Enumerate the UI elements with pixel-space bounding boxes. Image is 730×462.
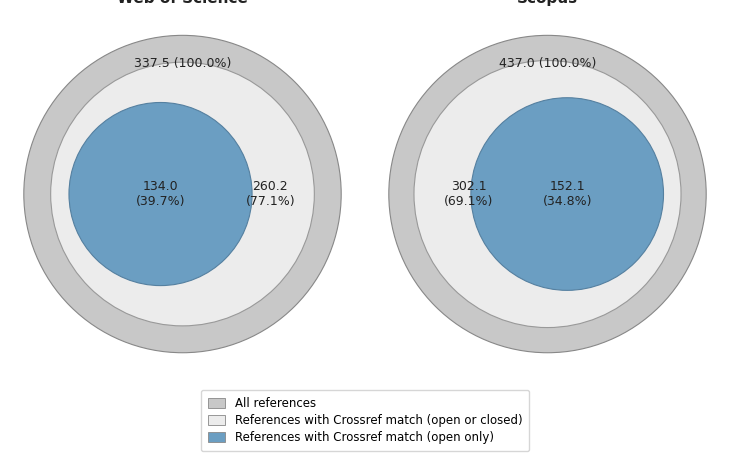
Title: Web of Science: Web of Science xyxy=(117,0,248,6)
Circle shape xyxy=(471,98,664,290)
Text: 302.1
(69.1%): 302.1 (69.1%) xyxy=(444,180,493,208)
Text: 134.0
(39.7%): 134.0 (39.7%) xyxy=(136,180,185,208)
Title: Scopus: Scopus xyxy=(517,0,578,6)
Text: 152.1
(34.8%): 152.1 (34.8%) xyxy=(542,180,592,208)
Legend: All references, References with Crossref match (open or closed), References with: All references, References with Crossref… xyxy=(201,390,529,451)
Circle shape xyxy=(69,103,252,286)
Circle shape xyxy=(389,36,706,353)
Text: 260.2
(77.1%): 260.2 (77.1%) xyxy=(245,180,295,208)
Text: 337.5 (100.0%): 337.5 (100.0%) xyxy=(134,57,231,70)
Circle shape xyxy=(50,62,315,326)
Text: 437.0 (100.0%): 437.0 (100.0%) xyxy=(499,57,596,70)
Circle shape xyxy=(414,61,681,328)
Circle shape xyxy=(24,36,341,353)
